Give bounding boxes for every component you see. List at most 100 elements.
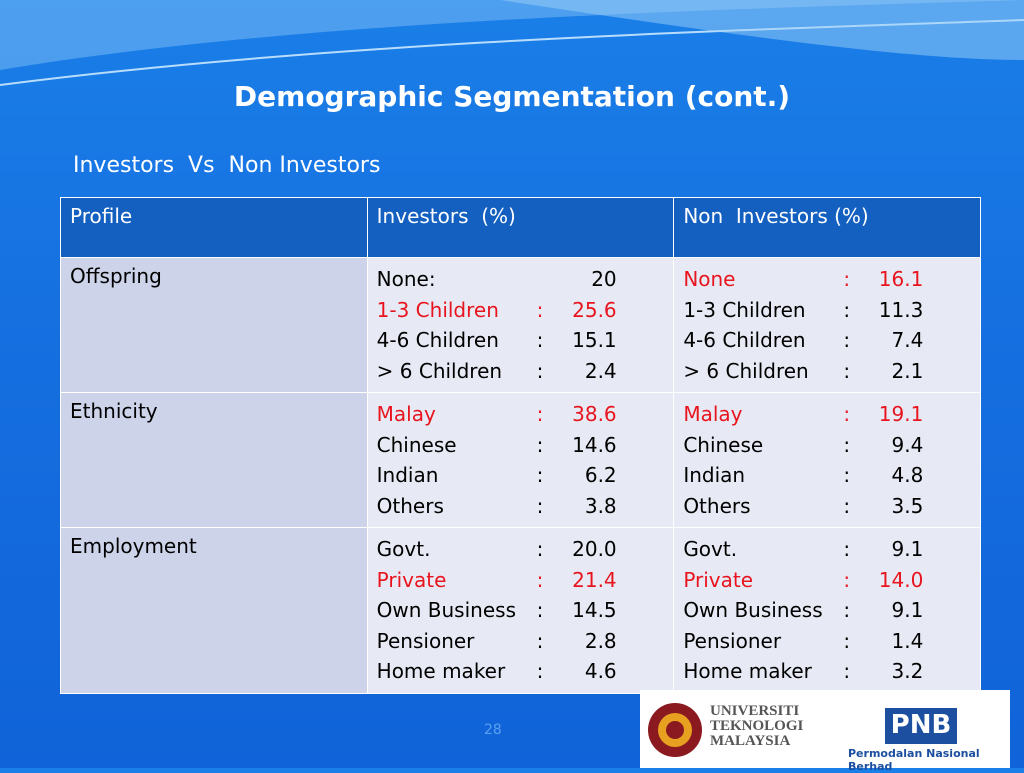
stat-line: 1-3 Children: 11.3 [683,295,971,326]
stat-sep: : [843,297,851,322]
stat-line: Chinese: 9.4 [683,430,971,461]
stat-label: Govt. [376,537,431,561]
stat-line: Indian: 4.8 [683,460,971,491]
investors-cell: Govt.:20.0 Private:21.4 Own Business:14.5 P… [366,527,675,694]
pnb-logo: PNB [890,710,952,740]
stat-label: Malay [376,402,436,426]
non-investors-cell: Govt.: 9.1 Private: 14.0 Own Business: 9.1 Pen… [673,527,981,694]
stat-value: 14.6 [572,432,617,457]
stat-value: 7.4 [891,328,924,352]
utm-line: TEKNOLOGI [710,718,804,734]
stat-label: > 6 Children [683,358,809,383]
stat-value: 2.1 [891,358,924,383]
stat-line: Pensioner: 2.8 [377,626,665,657]
stat-value: 20.0 [572,537,617,561]
logos: UNIVERSITI TEKNOLOGI MALAYSIA PNB Permodal… [640,690,1010,773]
stat-value: 19.1 [878,402,924,426]
stat-label: Govt. [683,537,738,561]
stat-line: > 6 Children: 2.1 [683,356,971,387]
stat-label: Others [376,493,444,518]
page-number: 28 [484,722,502,738]
stat-label: Indian [376,463,439,487]
stat-label: Chinese [683,432,764,457]
stat-value: 6.2 [584,463,617,487]
stat-value: 14.5 [572,598,617,622]
stat-label: Home maker [683,659,812,683]
stat-label: 1-3 Children [683,297,806,322]
stat-value: 4.8 [891,463,924,487]
table: Profile Investors (%) Non Investors (%) Off… [60,197,981,694]
stat-value: 3.8 [584,493,617,518]
stat-line: Indian: 6.2 [377,460,665,491]
stat-line: None: 16.1 [683,264,971,295]
column-header: Non Investors (%) [673,197,981,258]
stat-line: Pensioner: 1.4 [683,626,971,657]
stat-value: 38.6 [572,402,617,426]
stat-line: Govt.: 20.0 [377,534,665,565]
stat-value: 11.3 [878,297,924,322]
stat-label: Others [683,493,751,518]
stat-line: Others: 3.8 [377,491,665,522]
stat-sep: : [843,598,851,622]
stat-line: Govt.: 9.1 [683,534,971,565]
stat-label: Own Business [376,598,516,622]
utm-name: UNIVERSITI TEKNOLOGI MALAYSIA [710,704,803,749]
stat-value: 3.5 [891,493,924,518]
investors-cell: Malay: 38.6 Chinese: 14.6 Indian: 6.2 Others: 3… [366,392,675,528]
logo-art [648,703,957,757]
table-row: Ethnicity Malay: 38.6 Chinese: 14.6 Indian: 6.… [60,392,981,528]
stat-label: Own Business [683,598,823,622]
stat-line: Malay: 38.6 [377,399,665,430]
table-row: Offspring None: 20 1-3 Children: 25.6 4-6 Chi… [60,257,981,393]
stat-value: 2.8 [584,628,617,653]
stat-value: 9.1 [891,598,924,622]
table-row: Employment Govt.: 20.0 Private: 21.4 Own Busi… [60,527,981,694]
investors-cell: None: 20 1-3 Children: 25.6 4-6 Children: 15.… [366,257,675,393]
stat-label: 1-3 Children [376,297,499,322]
stat-sep: : [536,358,544,383]
stat-label: None: [376,267,436,291]
stat-sep: : [536,598,544,622]
stat-label: Home maker [376,659,506,683]
stat-value: 2.4 [584,358,617,383]
stat-line: Home maker: 3.2 [683,656,971,687]
stat-label: Pensioner [683,628,782,653]
stat-line: Private: 14.0 [683,565,971,596]
stat-value: 25.6 [572,297,617,322]
stat-line: 1-3 Children: 25.6 [377,295,665,326]
column-header: Profile [60,197,368,258]
stat-sep: : [536,493,544,518]
utm-line: UNIVERSITI [710,703,800,719]
non-investors-cell: Malay: 19.1 Chinese: 9.4 Indian: 4.8 Others: 3.… [673,392,981,528]
stat-line: Own Business: 14.5 [377,595,665,626]
stat-sep: : [536,537,544,561]
stat-value: 16.1 [878,267,924,291]
stat-line: Others: 3.5 [683,491,971,522]
stat-sep: : [536,402,544,426]
stat-label: 4-6 Children [683,328,806,352]
stat-value: 20 [591,267,617,291]
column-header: Investors (%) [366,197,675,258]
stat-sep: : [843,402,851,426]
stat-label: Private [683,567,754,592]
stat-value: 9.4 [891,432,924,457]
stat-line: 4-6 Children: 7.4 [683,325,971,356]
utm-line: MALAYSIA [710,733,791,749]
stat-label: > 6 Children [376,358,503,383]
stat-value: 1.4 [891,628,924,653]
stat-line: > 6 Children: 2.4 [377,356,665,387]
stat-label: 4-6 Children [376,328,499,352]
stat-line: Own Business: 9.1 [683,595,971,626]
stat-line: Private: 21.4 [377,565,665,596]
stat-sep: : [536,628,544,653]
stat-value: 21.4 [572,567,617,592]
non-investors-cell: None: 16.1 1-3 Children: 11.3 4-6 Children: 7… [673,257,981,393]
profile-cell: Ethnicity [60,392,368,528]
title: Demographic Segmentation (cont.) [233,80,791,113]
stat-sep: : [843,267,851,291]
stat-line: 4-6 Children: 15.1 [377,325,665,356]
stat-sep: : [843,628,851,653]
stat-sep: : [536,463,544,487]
profile-cell: Employment [60,527,368,694]
